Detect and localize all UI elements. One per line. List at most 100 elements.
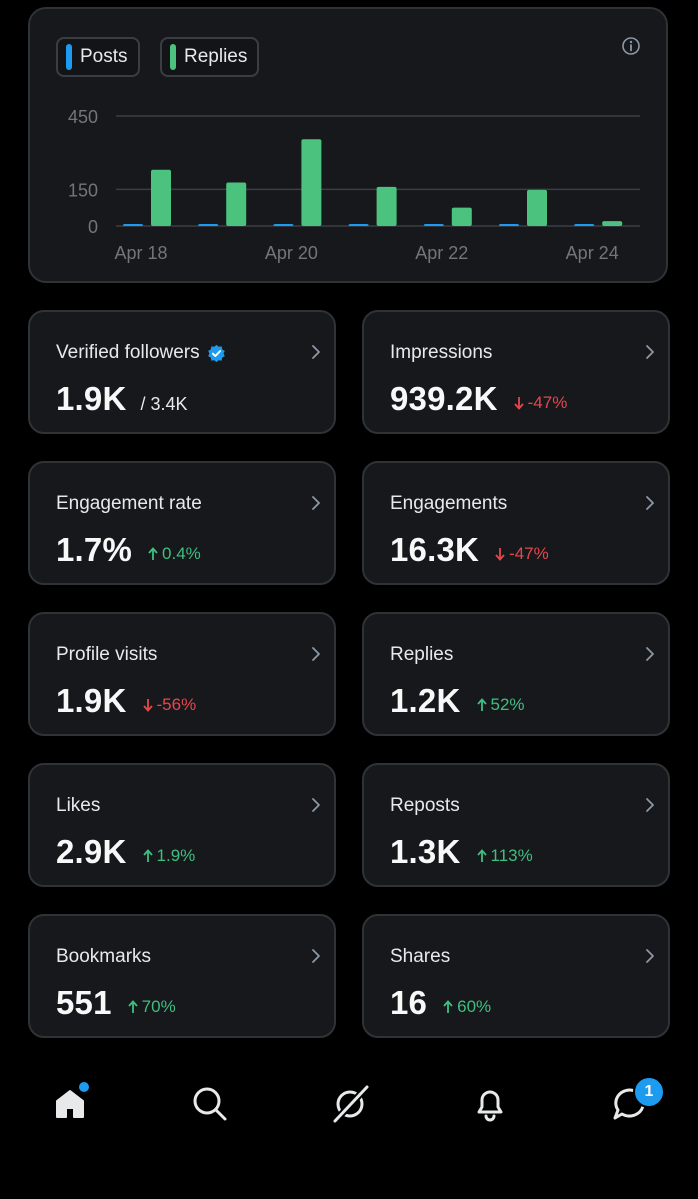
arrow-up-icon bbox=[476, 849, 487, 862]
stat-label-text: Bookmarks bbox=[56, 946, 152, 967]
stat-value: 939.2K bbox=[390, 380, 498, 417]
chevron-right-icon bbox=[312, 949, 320, 963]
posts-swatch bbox=[66, 44, 72, 70]
stat-delta-text: -56% bbox=[156, 695, 197, 714]
replies-swatch bbox=[170, 44, 176, 70]
bar-posts[interactable] bbox=[574, 224, 595, 226]
stat-delta-text: 0.4% bbox=[162, 544, 201, 563]
verified-badge-icon bbox=[207, 344, 225, 362]
messages-badge: 1 bbox=[633, 1076, 665, 1108]
legend-replies[interactable]: Replies bbox=[160, 37, 260, 77]
bar-replies[interactable] bbox=[527, 189, 547, 226]
bell-icon bbox=[477, 1090, 503, 1122]
stat-card[interactable]: Profile visits 1.9K -56% bbox=[28, 612, 336, 736]
stat-label-text: Impressions bbox=[390, 342, 493, 363]
chevron-right-icon bbox=[646, 949, 654, 963]
nav-grok[interactable] bbox=[326, 1080, 374, 1128]
stat-value-row: 1.9K -56% bbox=[56, 682, 196, 720]
arrow-up-icon bbox=[476, 698, 487, 711]
legend-posts[interactable]: Posts bbox=[56, 37, 140, 77]
stat-value: 16 bbox=[390, 984, 428, 1021]
stat-value: 2.9K bbox=[56, 833, 127, 870]
nav-search[interactable] bbox=[186, 1080, 234, 1128]
y-tick-label: 0 bbox=[88, 217, 98, 237]
stat-delta-text: 60% bbox=[457, 997, 492, 1016]
stat-value: 1.9K bbox=[56, 380, 127, 417]
arrow-up-icon bbox=[443, 1000, 453, 1013]
stat-label-text: Likes bbox=[56, 795, 101, 816]
bar-posts[interactable] bbox=[348, 224, 369, 226]
nav-home[interactable] bbox=[46, 1080, 94, 1128]
bar-posts[interactable] bbox=[499, 224, 519, 226]
bar-posts[interactable] bbox=[273, 224, 294, 226]
chevron-right-icon bbox=[646, 798, 654, 812]
stat-label: Impressions bbox=[390, 342, 492, 364]
stat-value-row: 939.2K -47% bbox=[390, 380, 567, 418]
stat-card[interactable]: Bookmarks 551 70% bbox=[28, 914, 336, 1038]
stat-delta-text: -47% bbox=[509, 544, 549, 563]
stat-card[interactable]: Verified followers 1.9K / 3.4K bbox=[28, 310, 336, 434]
stat-label: Reposts bbox=[390, 795, 460, 817]
stat-delta: 1.9% bbox=[142, 846, 195, 866]
stat-label: Replies bbox=[390, 644, 453, 666]
bar-posts[interactable] bbox=[198, 224, 219, 226]
bar-replies[interactable] bbox=[602, 221, 623, 226]
stat-label: Verified followers bbox=[56, 342, 226, 364]
home-icon bbox=[56, 1090, 84, 1118]
stat-value: 16.3K bbox=[390, 531, 480, 568]
chevron-right-icon bbox=[312, 345, 320, 359]
y-tick-label: 150 bbox=[68, 180, 98, 200]
bar-replies[interactable] bbox=[376, 186, 397, 226]
chevron-right-icon bbox=[312, 496, 320, 510]
stat-value: 1.2K bbox=[390, 682, 461, 719]
stat-label-text: Replies bbox=[390, 644, 454, 665]
stat-label-text: Reposts bbox=[390, 795, 460, 816]
x-tick-label: Apr 20 bbox=[265, 243, 318, 263]
stat-value: 1.3K bbox=[390, 833, 461, 870]
y-tick-label: 450 bbox=[68, 107, 98, 127]
chevron-right-icon bbox=[312, 798, 320, 812]
stat-value-row: 16.3K -47% bbox=[390, 531, 549, 569]
stat-card[interactable]: Likes 2.9K 1.9% bbox=[28, 763, 336, 887]
stat-label: Engagements bbox=[390, 493, 507, 515]
stat-value-row: 2.9K 1.9% bbox=[56, 833, 195, 871]
stat-delta-text: -47% bbox=[527, 393, 568, 412]
stat-value-row: 1.3K 113% bbox=[390, 833, 533, 871]
bar-posts[interactable] bbox=[123, 224, 143, 226]
stat-card[interactable]: Engagement rate 1.7% 0.4% bbox=[28, 461, 336, 585]
chevron-right-icon bbox=[646, 496, 654, 510]
legend-replies-label: Replies bbox=[184, 46, 248, 67]
grok-icon bbox=[333, 1085, 369, 1123]
stat-card[interactable]: Engagements 16.3K -47% bbox=[362, 461, 670, 585]
arrow-up-icon bbox=[127, 1000, 138, 1013]
stat-value-row: 1.2K 52% bbox=[390, 682, 525, 720]
info-icon[interactable] bbox=[621, 36, 641, 56]
stat-card[interactable]: Replies 1.2K 52% bbox=[362, 612, 670, 736]
x-tick-label: Apr 18 bbox=[114, 243, 167, 263]
nav-notifications[interactable] bbox=[466, 1080, 514, 1128]
stat-label-text: Profile visits bbox=[56, 644, 158, 665]
stat-card[interactable]: Reposts 1.3K 113% bbox=[362, 763, 670, 887]
arrow-up-icon bbox=[142, 849, 153, 862]
stat-value-row: 1.9K / 3.4K bbox=[56, 380, 188, 418]
bar-replies[interactable] bbox=[451, 207, 472, 226]
bar-replies[interactable] bbox=[151, 169, 171, 226]
stat-card[interactable]: Shares 16 60% bbox=[362, 914, 670, 1038]
stat-label: Profile visits bbox=[56, 644, 157, 666]
stat-delta: 0.4% bbox=[148, 544, 201, 564]
nav-messages[interactable]: 1 bbox=[606, 1076, 665, 1128]
stat-label: Engagement rate bbox=[56, 493, 202, 515]
bar-replies[interactable] bbox=[301, 139, 322, 226]
stat-value-row: 16 60% bbox=[390, 984, 491, 1022]
stat-value: 1.9K bbox=[56, 682, 127, 719]
stat-label: Shares bbox=[390, 946, 450, 968]
stat-delta: -47% bbox=[495, 544, 549, 564]
bar-chart: 0 150 450 Apr 18 Apr 20 Apr 22 Apr 24 bbox=[68, 107, 640, 263]
bar-posts[interactable] bbox=[423, 224, 444, 226]
arrow-up-icon bbox=[148, 547, 158, 560]
stat-label: Bookmarks bbox=[56, 946, 151, 968]
stat-label-text: Shares bbox=[390, 946, 451, 967]
stat-card[interactable]: Impressions 939.2K -47% bbox=[362, 310, 670, 434]
stat-sub: / 3.4K bbox=[140, 394, 188, 414]
bar-replies[interactable] bbox=[226, 182, 247, 226]
